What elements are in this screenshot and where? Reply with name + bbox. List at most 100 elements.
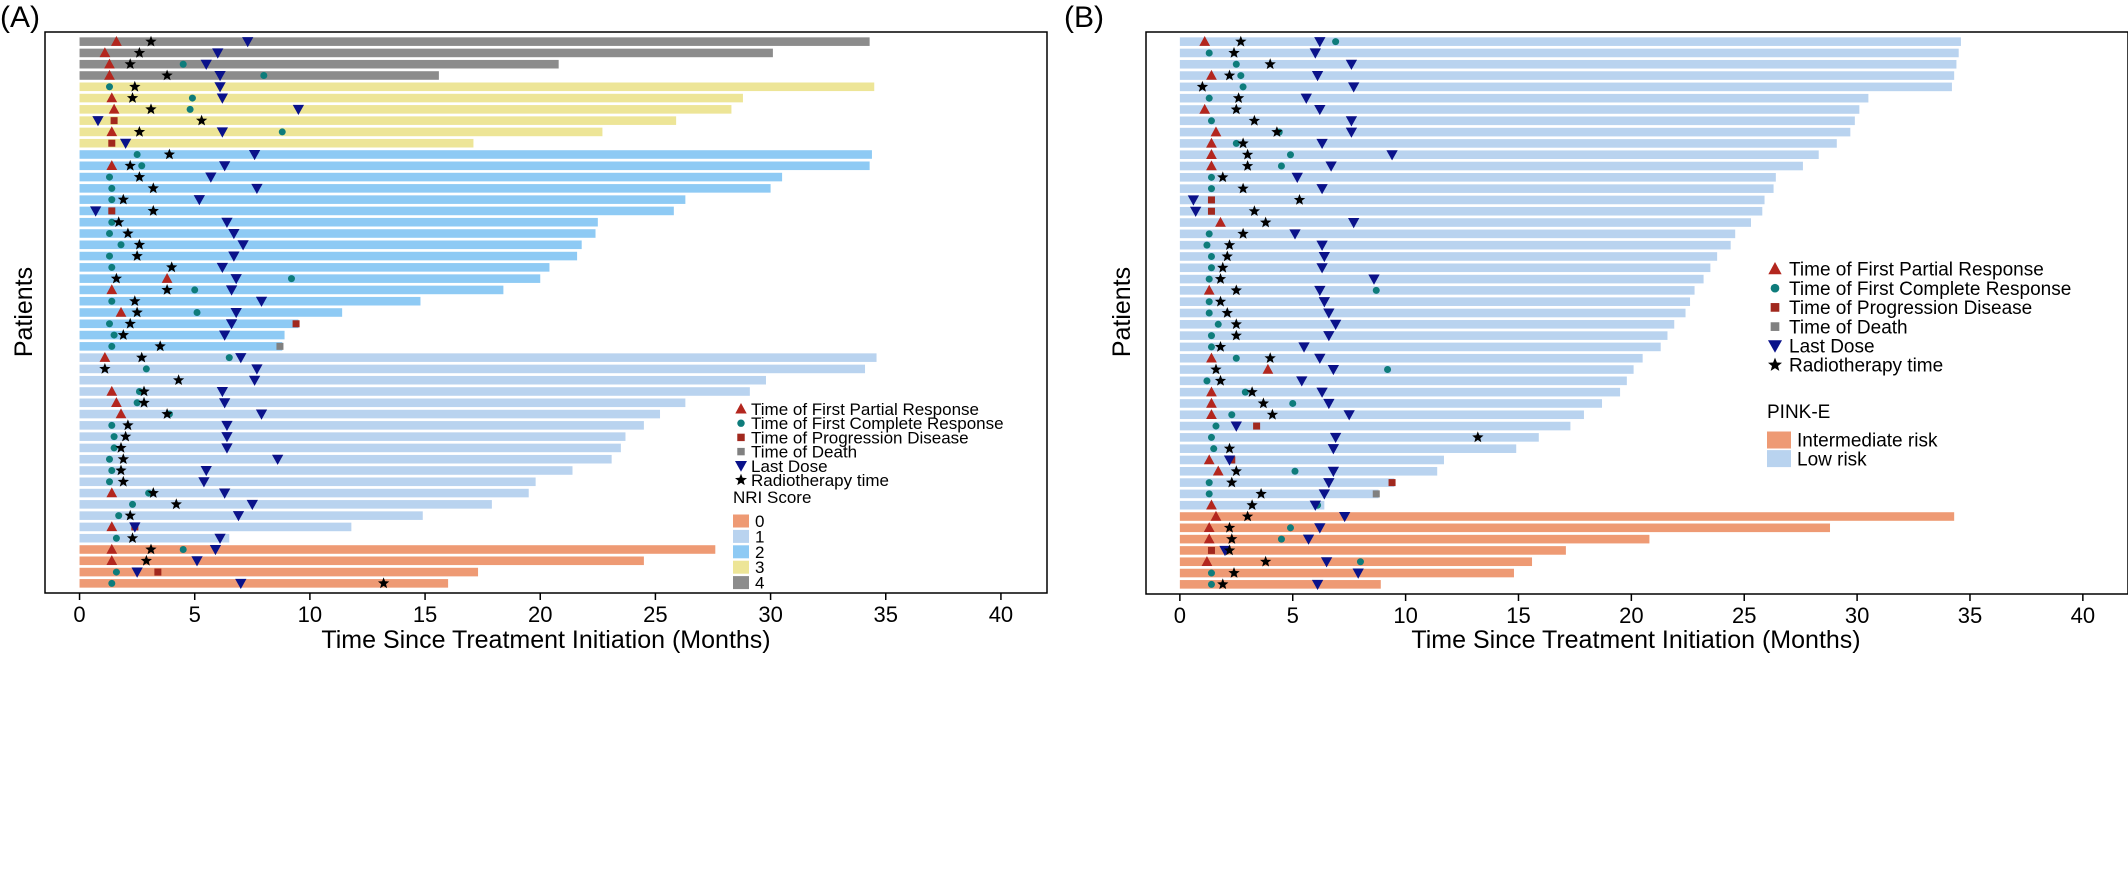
progression-marker [1207,196,1215,204]
last-dose-marker [1339,511,1351,523]
group-label: 1 [755,527,764,546]
partial-response-marker [1206,160,1217,171]
patient-bar [1179,399,1603,408]
complete-response-marker [1207,433,1215,441]
radiotherapy-marker [129,295,141,306]
radiotherapy-marker [126,532,139,543]
last-dose-marker [1316,240,1328,251]
group-legend-title: NRI Score [733,488,811,507]
last-dose-marker [251,183,263,194]
radiotherapy-marker [173,374,185,385]
radiotherapy-marker [1214,273,1227,284]
death-marker [276,342,284,350]
patient-bar [1179,206,1763,216]
death-marker [1372,490,1380,498]
radiotherapy-marker [145,103,157,115]
partial-response-marker [104,58,115,69]
legend-label: Last Dose [1789,336,1875,357]
patient-bar [79,511,423,520]
last-dose-marker [1314,285,1326,297]
last-dose-marker [1318,489,1330,500]
radiotherapy-marker [1230,329,1242,341]
patient-bar [79,432,626,441]
radiotherapy-marker [1223,544,1236,556]
radiotherapy-marker [1217,171,1229,183]
last-dose-marker [221,217,233,228]
legend-label: Time of First Complete Response [751,414,1004,433]
last-dose-marker [1316,263,1328,274]
patient-bar [1179,105,1860,114]
patient-bar [79,251,578,261]
patient-bar [79,308,343,317]
partial-response-marker [1203,522,1215,533]
patient-bar [79,556,644,566]
last-dose-marker [1327,365,1340,376]
radiotherapy-marker [1214,374,1227,386]
complete-response-marker [1203,377,1211,385]
complete-response-marker [110,444,118,452]
last-dose-marker [92,116,104,127]
radiotherapy-marker [145,35,157,47]
patient-bar [1179,286,1695,295]
radiotherapy-marker [1230,103,1242,115]
radiotherapy-marker [161,69,173,81]
radiotherapy-marker [1228,47,1240,58]
complete-response-marker [115,512,123,520]
group-label: 2 [755,543,764,562]
x-tick-label: 25 [1732,603,1756,628]
radiotherapy-marker [161,284,173,295]
legend-marker [735,473,747,486]
complete-response-marker [133,151,141,158]
complete-response-marker [112,534,120,542]
complete-response-marker [191,286,199,294]
legend-label: Radiotherapy time [751,471,889,490]
group-swatch [1767,450,1791,468]
last-dose-marker [255,296,268,307]
radiotherapy-marker [1260,555,1272,567]
patient-bar [79,409,661,419]
partial-response-marker [106,543,118,554]
complete-response-marker [1205,479,1213,487]
group-label: 4 [755,574,764,593]
legend-marker [1768,340,1782,353]
patient-bar [79,364,866,374]
patient-bar [79,466,573,475]
last-dose-marker [209,544,222,556]
complete-response-marker [108,421,116,429]
last-dose-marker [1298,342,1310,353]
radiotherapy-marker [133,238,146,250]
legend-label: Time of Death [1789,317,1908,338]
last-dose-marker [1230,421,1242,432]
x-tick-label: 10 [298,602,322,627]
chart-panel-b: (B) 0 5 10 15 20 25 30 35 40 Time Since Treatment … [1064,1,2128,654]
radiotherapy-marker [1246,386,1258,397]
last-dose-marker [214,82,226,93]
patient-bar [1179,387,1621,397]
complete-response-marker [105,252,113,260]
progression-marker [292,320,300,328]
last-dose-marker [219,161,231,172]
radiotherapy-marker [99,363,111,374]
patient-bar [79,184,771,193]
patient-bar [1179,512,1955,521]
patient-bar [1179,184,1774,193]
radiotherapy-marker [1237,182,1249,194]
last-dose-marker [225,319,238,330]
last-dose-marker [235,578,247,589]
last-dose-marker [193,195,205,206]
patient-bar [79,138,474,148]
radiotherapy-marker [378,577,390,589]
radiotherapy-marker [1235,35,1247,47]
complete-response-marker [278,128,286,136]
legend-label: Time of First Complete Response [1789,279,2071,300]
radiotherapy-marker [1226,476,1238,488]
patient-bar [1179,320,1675,329]
radiotherapy-marker [1230,318,1242,330]
partial-response-marker [1210,126,1222,137]
last-dose-marker [200,59,212,70]
radiotherapy-marker [1210,363,1222,375]
patient-bar [79,522,352,532]
